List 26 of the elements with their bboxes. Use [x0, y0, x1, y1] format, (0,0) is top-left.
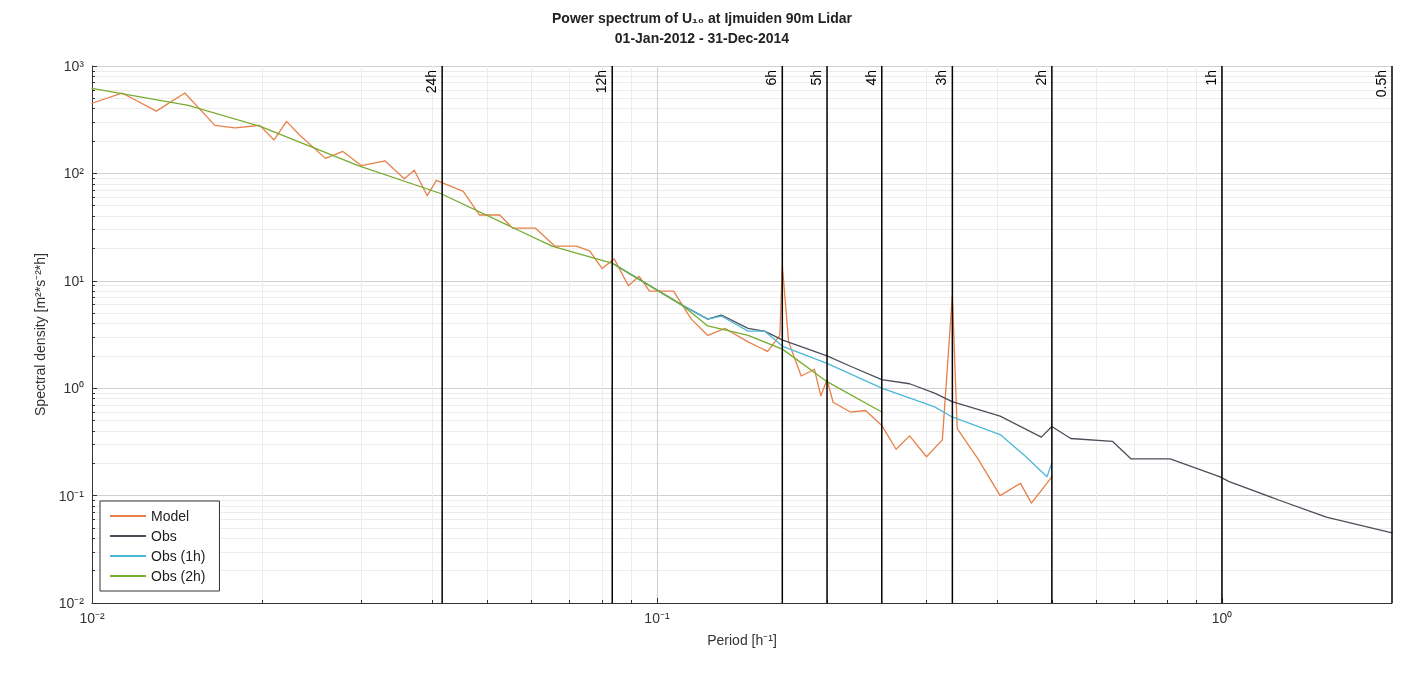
x-axis-title: Period [h⁻¹] [707, 632, 777, 648]
x-tick-label: 10⁻¹ [644, 610, 670, 626]
y-tick-label: 10⁻¹ [58, 487, 85, 504]
ref-line-label: 0.5h [1373, 70, 1389, 98]
ref-line-label: 4h [862, 70, 879, 86]
y-tick-label: 10¹ [63, 272, 85, 289]
ref-line-label: 24h [423, 70, 440, 94]
y-tick-label: 10² [63, 165, 85, 182]
legend-label: Obs (1h) [151, 548, 206, 564]
ref-line-label: 3h [933, 70, 950, 86]
y-axis-title: Spectral density [m²*s⁻²*h] [32, 253, 48, 416]
chart-subtitle: 01-Jan-2012 - 31-Dec-2014 [614, 30, 790, 46]
legend-label: Model [151, 508, 190, 524]
y-tick-label: 10⁰ [63, 380, 84, 397]
legend-label: Obs (2h) [151, 568, 206, 584]
legend-label: Obs [151, 528, 177, 544]
ref-line-label: 5h [808, 70, 825, 86]
y-tick-label: 10⁻² [58, 595, 85, 611]
ref-line-label: 12h [593, 70, 610, 94]
ref-line-label: 2h [1032, 70, 1049, 86]
y-tick-label: 10³ [63, 58, 85, 74]
x-tick-label: 10⁻² [79, 610, 105, 626]
ref-line-label: 6h [763, 70, 780, 86]
chart-title: Power spectrum of U₁₀ at Ijmuiden 90m Lidar [552, 10, 853, 26]
ref-line-label: 1h [1202, 70, 1219, 86]
x-tick-label: 10⁰ [1211, 610, 1233, 626]
